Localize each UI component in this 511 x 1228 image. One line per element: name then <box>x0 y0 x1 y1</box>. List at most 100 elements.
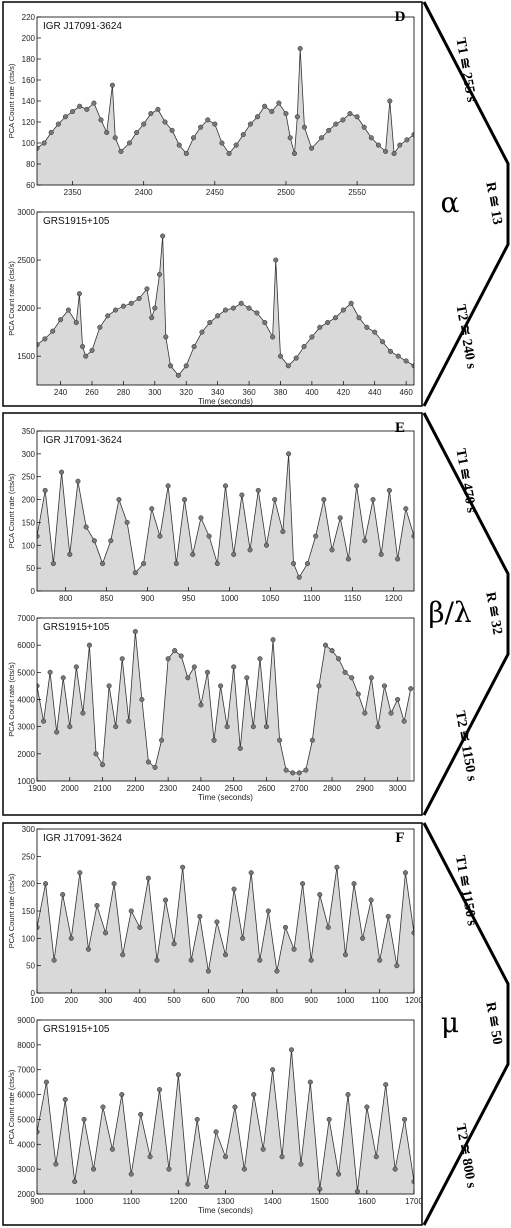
panel-e-subplot-1-point <box>329 547 335 553</box>
panel-e-subplot-2-points <box>37 629 414 776</box>
panel-d-subplot-2-point <box>112 307 119 313</box>
panel-d-subplot-2-point <box>163 334 169 340</box>
panel-e-subplot-1-point <box>280 529 286 535</box>
panel-d-subplot-2-point <box>285 363 291 369</box>
panel-d-subplot-1-point <box>333 121 339 127</box>
panel-e-subplot-2-ylabel: PCA Count rate (cts/s) <box>7 662 16 737</box>
panel-d-subplot-1-area <box>37 48 414 185</box>
panel-f-subplot-2: 2000 3000 4000 5000 6000 7000 8000 9000 900 1000 1… <box>7 1016 423 1215</box>
panel-e-subplot-1-axes-box <box>36 430 415 592</box>
panel-f-subplot-1-ytick-label: 150 <box>22 907 36 916</box>
panel-e-subplot-1-point <box>304 561 311 567</box>
panel-e-t2-annotation: T2 ≅ 1150 s <box>452 710 479 783</box>
panel-d-subplot-1-point <box>48 129 54 136</box>
panel-e-subplot-2-point <box>185 675 191 681</box>
panel-f-subplot-1-point <box>145 875 151 881</box>
panel-f-subplot-1-point <box>334 864 340 870</box>
panel-d-subplot-2-point <box>230 305 236 311</box>
panel-d-subplot-1-ytick-label: 200 <box>22 34 36 43</box>
panel-d-subplot-2-axes-box <box>36 211 415 386</box>
panel-e-subplot-1-point <box>354 483 360 489</box>
panel-e-subplot-2-point <box>368 675 374 681</box>
panel-d-subplot-2-point <box>89 347 95 353</box>
panel-e-chevron <box>422 412 510 816</box>
panel-e-subplot-2-ytick-label: 3000 <box>17 723 35 732</box>
panel-f-subplot-2-xtick-label: 900 <box>30 1197 44 1206</box>
panel-d-subplot-2-xtick-label: 300 <box>148 388 162 397</box>
panel-e-subplot-2-point <box>126 718 132 724</box>
panel-f-subplot-2-point <box>194 1116 200 1122</box>
panel-d-subplot-1-point <box>318 135 325 141</box>
panel-e-subplot-2-ytick-label: 7000 <box>17 614 35 623</box>
panel-e-subplot-1-point <box>337 515 343 521</box>
panel-f-subplot-2-point <box>43 1079 49 1085</box>
panel-f-subplot-2-point <box>72 1179 78 1185</box>
panel-f-subplot-2-point <box>354 1188 360 1194</box>
panel-e-subplot-1-xtick-label: 1200 <box>385 594 403 603</box>
panel-d-subplot-1-point <box>126 140 133 146</box>
panel-d-subplot-1-point <box>254 114 261 120</box>
panel-f-subplot-1-point <box>394 963 400 969</box>
panel-f-subplot-2-point <box>204 1183 210 1190</box>
panel-d-subplot-2-xtick-label: 260 <box>85 388 99 397</box>
panel-f-subplot-1-point <box>197 913 203 920</box>
panel-d-subplot-1-points <box>37 45 414 157</box>
panel-e-subplot-1-point <box>206 533 212 539</box>
panel-f-subplot-2-xtick-label: 1600 <box>358 1197 376 1206</box>
panel-e-subplot-1-point <box>42 487 48 493</box>
panel-f-class-symbol: μ <box>441 1006 459 1039</box>
panel-d-subplot-2-points <box>37 233 414 378</box>
panel-d-subplot-1-point <box>205 117 211 123</box>
panel-d-subplot-1-ytick-label: 80 <box>26 160 35 169</box>
panel-f-subplot-1-source-label: IGR J17091-3624 <box>43 833 122 844</box>
panel-d-subplot-1-xtick-label: 2450 <box>206 188 224 197</box>
panel-f-frame <box>2 822 423 1226</box>
panel-d-subplot-1-point <box>294 114 300 120</box>
panel-e-subplot-1-point <box>411 533 414 539</box>
panel-e-subplot-1-point <box>181 497 188 503</box>
panel-f-subplot-1-point <box>325 924 331 930</box>
panel-f-subplot-2-point <box>345 1092 351 1098</box>
panel-d-frame <box>2 1 423 407</box>
panel-e-subplot-2-point <box>237 745 243 751</box>
panel-e-subplot-1-point <box>362 538 368 544</box>
panel-f-subplot-2-point <box>307 1079 313 1085</box>
panel-f-subplot-2-xtick-label: 1100 <box>123 1197 141 1206</box>
panel-e-subplot-2-point <box>408 686 414 692</box>
panel-d-subplot-2-point <box>403 358 409 364</box>
panel-e-subplot-2-ytick-label: 2000 <box>17 750 35 759</box>
panel-f-subplot-1-ytick-label: 250 <box>22 852 36 861</box>
panel-e-subplot-1-point <box>403 506 409 512</box>
panel-f-subplot-2-xtick-label: 1300 <box>217 1197 235 1206</box>
panel-f-subplot-2-point <box>147 1154 153 1160</box>
panel-f-subplot-1-point <box>51 957 57 963</box>
panel-d-subplot-1-point <box>155 106 161 112</box>
panel-d-subplot-1-point <box>198 124 204 130</box>
panel-d-subplot-1-point <box>240 132 246 138</box>
panel-f-subplot-1-xtick-label: 500 <box>167 996 181 1005</box>
panel-e-subplot-2-xtick-label: 2200 <box>126 784 144 793</box>
panel-d-subplot-2-xlabel: Time (seconds) <box>198 397 253 406</box>
panel-e-subplot-2-point <box>211 737 217 743</box>
panel-f-subplot-1-point <box>240 935 246 941</box>
panel-e-subplot-2-point <box>86 642 93 648</box>
panel-e-subplot-1-point <box>67 551 73 557</box>
panel-d-subplot-1-xtick-label: 2400 <box>135 188 153 197</box>
panel-d-subplot-1-point <box>391 150 397 157</box>
panel-d-subplot-2-xtick-label: 400 <box>305 388 319 397</box>
panel-d-subplot-2-ytick-label: 2000 <box>17 304 35 313</box>
panel-f-subplot-1-point <box>162 897 169 903</box>
panel-e-subplot-2-point <box>54 729 60 735</box>
panel-e-subplot-2-point <box>204 669 211 675</box>
panel-e-subplot-1-point <box>345 556 351 562</box>
panel-f-subplot-2-xtick-label: 1000 <box>75 1197 93 1206</box>
panel-e-subplot-2-point <box>231 664 237 670</box>
panel-d-subplot-2-point <box>395 353 401 359</box>
panel-e-subplot-1-area <box>37 453 414 591</box>
panel-d-subplot-1-point <box>262 103 268 109</box>
panel-e-class-symbol: β/λ <box>428 596 471 629</box>
panel-f-subplot-2-ytick-label: 9000 <box>17 1016 35 1025</box>
panel-e-subplot-1-point <box>231 551 237 557</box>
panel-e-subplot-1-ytick-label: 200 <box>22 496 36 505</box>
